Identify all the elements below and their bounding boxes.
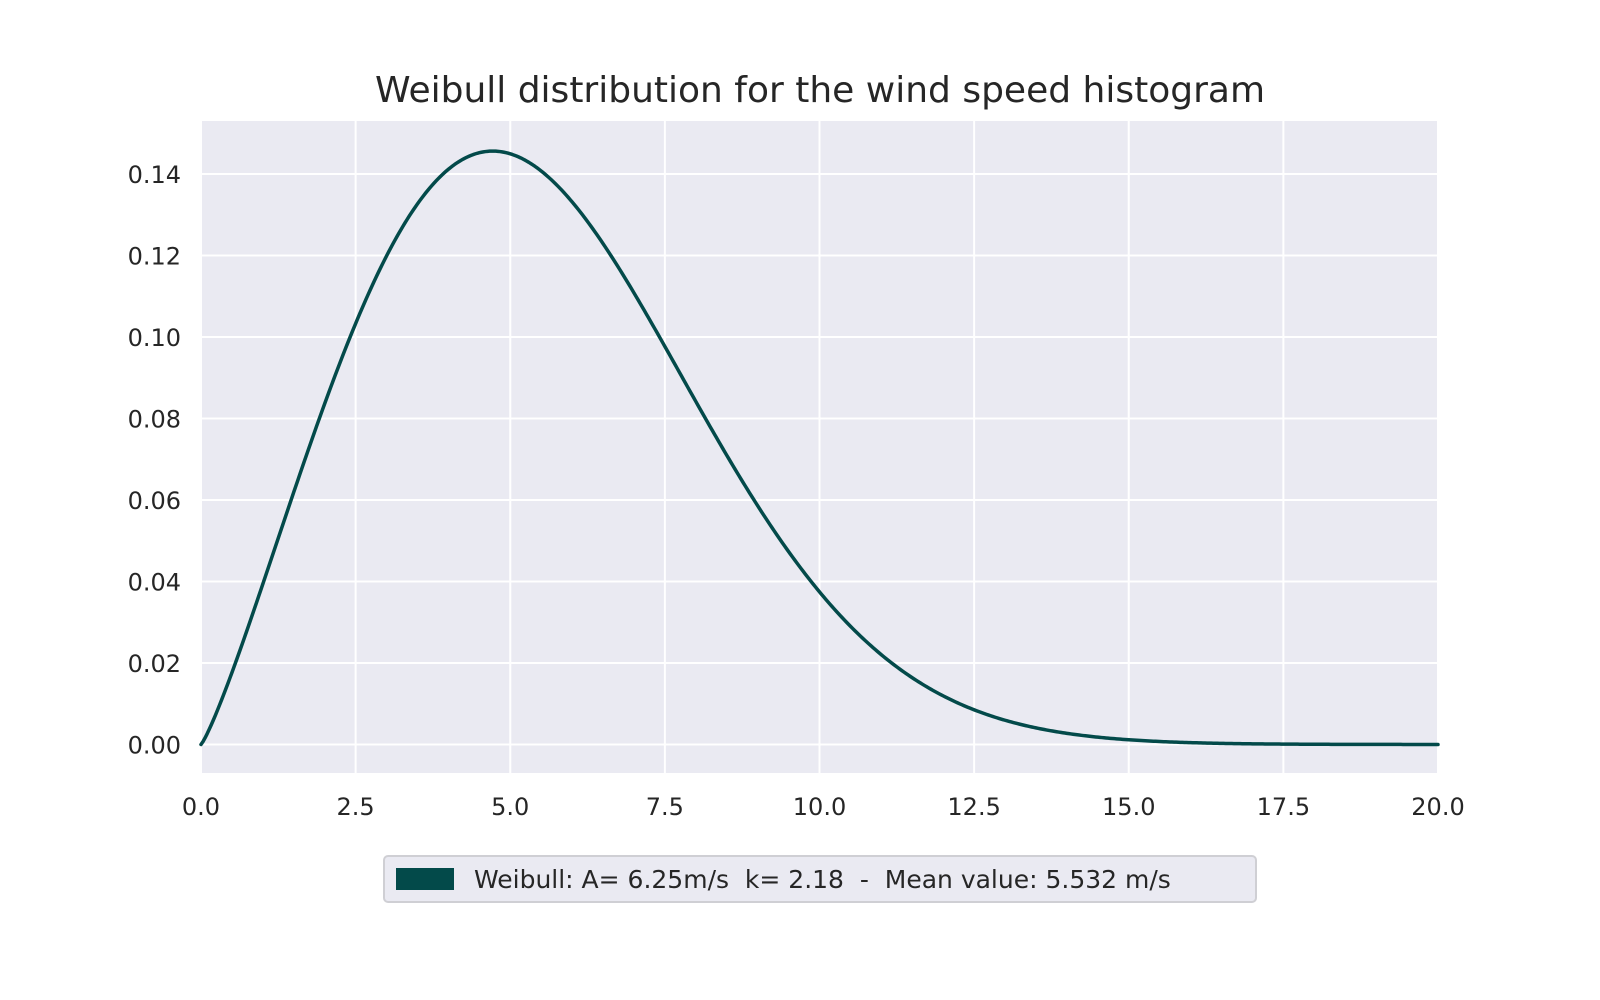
y-tick-labels: 0.00 0.02 0.04 0.06 0.08 0.10 0.12 0.14 [128, 161, 181, 759]
y-tick-label: 0.04 [128, 568, 181, 596]
legend: Weibull: A= 6.25m/s k= 2.18 - Mean value… [383, 855, 1257, 903]
y-tick-label: 0.02 [128, 650, 181, 678]
legend-label: Weibull: A= 6.25m/s k= 2.18 - Mean value… [474, 864, 1171, 894]
x-tick-label: 12.5 [947, 793, 1000, 821]
x-tick-label: 15.0 [1102, 793, 1155, 821]
legend-swatch [396, 868, 454, 890]
chart-title: Weibull distribution for the wind speed … [375, 70, 1265, 111]
x-tick-label: 7.5 [646, 793, 684, 821]
x-tick-label: 10.0 [793, 793, 846, 821]
x-tick-labels: 0.0 2.5 5.0 7.5 10.0 12.5 15.0 17.5 20.0 [182, 793, 1465, 821]
y-tick-label: 0.06 [128, 487, 181, 515]
x-tick-label: 5.0 [491, 793, 529, 821]
x-tick-label: 17.5 [1257, 793, 1310, 821]
x-tick-label: 0.0 [182, 793, 220, 821]
y-tick-label: 0.14 [128, 161, 181, 189]
y-tick-label: 0.10 [128, 324, 181, 352]
weibull-curve [199, 149, 1440, 747]
x-tick-label: 2.5 [337, 793, 375, 821]
y-tick-label: 0.12 [128, 242, 181, 270]
y-tick-label: 0.00 [128, 731, 181, 759]
x-tick-label: 20.0 [1411, 793, 1464, 821]
y-tick-label: 0.08 [128, 405, 181, 433]
